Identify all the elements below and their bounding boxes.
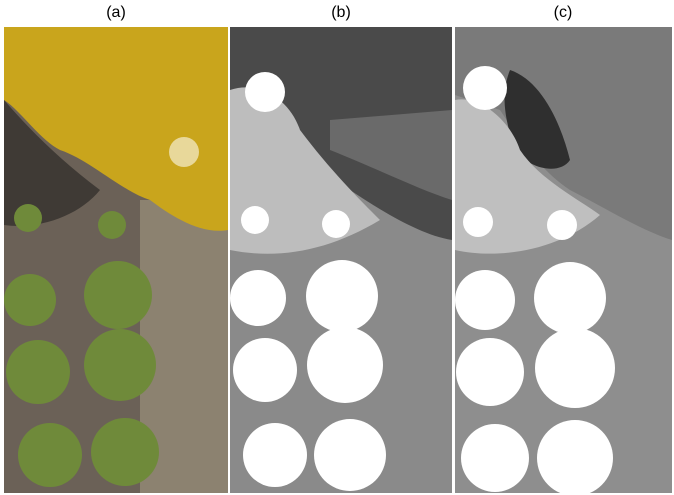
segment: [241, 206, 269, 234]
marker: [169, 137, 199, 167]
segment: [233, 338, 297, 402]
segment: [463, 207, 493, 237]
segmentation-panel: [455, 27, 672, 495]
segment: [537, 420, 613, 495]
segment: [243, 423, 307, 487]
segment: [456, 338, 524, 406]
tree: [14, 204, 42, 232]
page: (a) (b) (c): [0, 0, 674, 495]
tree: [98, 211, 126, 239]
segment: [455, 270, 515, 330]
tree: [84, 261, 152, 329]
tree: [6, 340, 70, 404]
segment: [534, 262, 606, 334]
segment: [463, 66, 507, 110]
segment: [306, 260, 378, 332]
figure: (a) (b) (c): [0, 0, 674, 495]
panel-label: (b): [331, 4, 351, 21]
segment: [535, 328, 615, 408]
tree: [4, 274, 56, 326]
segment: [547, 210, 577, 240]
segment: [307, 327, 383, 403]
segment: [461, 424, 529, 492]
segment: [245, 72, 285, 112]
photo-panel: [4, 27, 228, 493]
segment: [322, 210, 350, 238]
tree: [91, 418, 159, 486]
panel-label: (a): [106, 4, 126, 21]
segment: [230, 270, 286, 326]
panel-label: (c): [554, 4, 573, 21]
segmentation-panel: [230, 27, 452, 493]
segment: [314, 419, 386, 491]
tree: [84, 329, 156, 401]
tree: [18, 423, 82, 487]
